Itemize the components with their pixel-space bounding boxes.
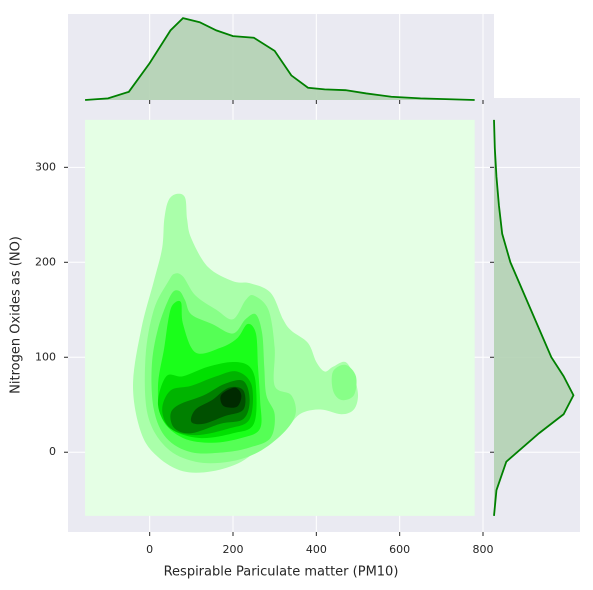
contour-level (220, 387, 242, 408)
y-marginal-line (493, 119, 575, 516)
y-tick-label: 100 (35, 350, 56, 363)
y-tick-label: 0 (49, 445, 56, 458)
contour-level (331, 364, 357, 401)
x-axis-label: Respirable Pariculate matter (PM10) (164, 565, 399, 580)
x-tick-label: 800 (473, 543, 494, 556)
x-tick-label: 600 (389, 543, 410, 556)
x-tick-label: 400 (306, 543, 327, 556)
y-tick-label: 200 (35, 255, 56, 268)
x-marginal-line (85, 17, 475, 101)
y-tick-label: 300 (35, 160, 56, 173)
y-axis-label: Nitrogen Oxides as (NO) (9, 236, 24, 394)
x-tick-label: 0 (146, 543, 153, 556)
x-tick-label: 200 (223, 543, 244, 556)
